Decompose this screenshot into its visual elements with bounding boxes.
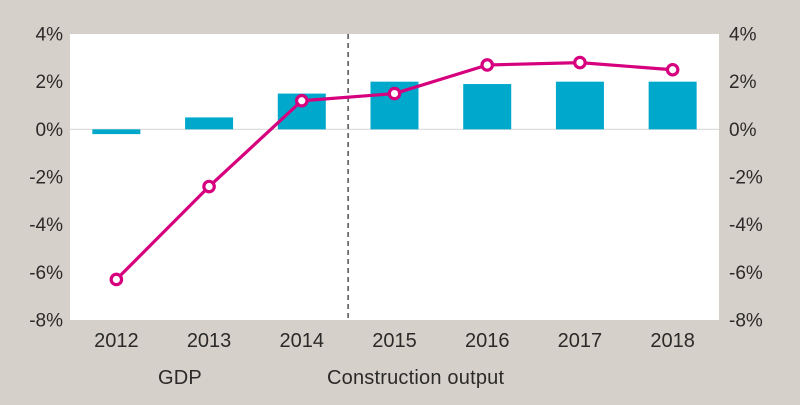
construction-output-marker-2013: [202, 179, 216, 194]
construction-output-marker-2018: [665, 62, 680, 77]
y-axis-tick-label-left: -2%: [29, 168, 63, 189]
y-axis-tick-label-right: 0%: [729, 120, 757, 141]
gdp-bar-2018: [648, 81, 697, 130]
gdp-bar-2016: [463, 84, 512, 130]
y-axis-tick-label-left: -6%: [29, 263, 63, 284]
construction-output-marker-2015: [387, 86, 402, 101]
construction-output-marker-2014: [294, 93, 309, 108]
construction-output-marker-2012: [109, 272, 124, 287]
y-axis-tick-label-right: -4%: [729, 215, 763, 236]
legend-item-gdp: GDP: [158, 367, 202, 389]
y-axis-tick-label-right: -2%: [729, 168, 763, 189]
x-axis-label-2012: 2012: [94, 330, 139, 352]
y-axis-tick-label-right: 2%: [729, 72, 757, 93]
y-axis-tick-label-right: 4%: [729, 25, 757, 46]
x-axis-label-2018: 2018: [650, 330, 695, 352]
construction-output-marker-2017: [573, 55, 587, 70]
y-axis-tick-label-left: 0%: [36, 120, 64, 141]
construction-output-marker-2016: [480, 58, 495, 72]
x-axis-label-2013: 2013: [187, 330, 232, 352]
x-axis-label-2016: 2016: [465, 330, 510, 352]
y-axis-tick-label-left: 2%: [36, 72, 64, 93]
y-axis-tick-label-left: -4%: [29, 215, 63, 236]
legend-item-construction-output: Construction output: [327, 367, 505, 389]
y-axis-tick-label-right: -6%: [729, 263, 763, 284]
gdp-bar-2013: [185, 117, 234, 130]
gdp-bar-2012: [92, 129, 141, 135]
y-axis-tick-label-left: 4%: [36, 25, 64, 46]
gdp-bar-2017: [555, 81, 604, 130]
plot-area: [70, 34, 719, 320]
y-axis-tick-label-left: -8%: [29, 311, 63, 332]
x-axis-label-2014: 2014: [280, 330, 325, 352]
y-axis-tick-label-right: -8%: [729, 311, 763, 332]
x-axis-label-2017: 2017: [558, 330, 603, 352]
x-axis-label-2015: 2015: [372, 330, 417, 352]
